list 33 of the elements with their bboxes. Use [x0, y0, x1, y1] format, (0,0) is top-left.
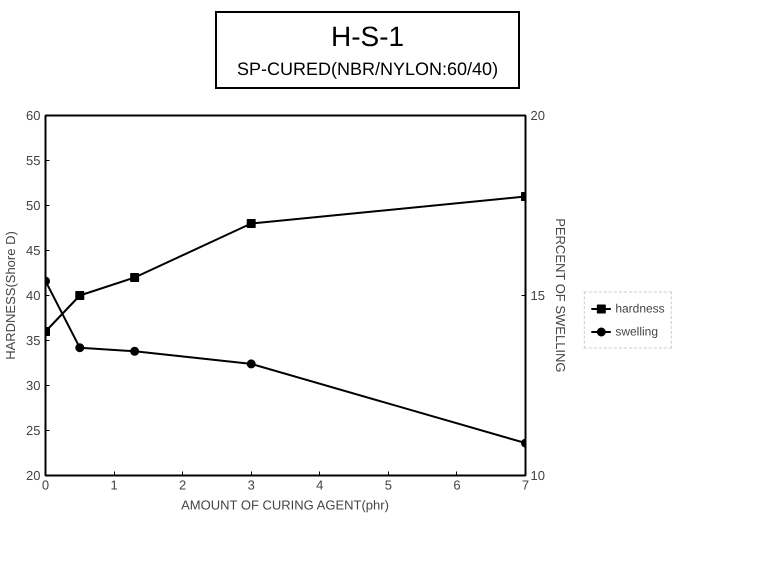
legend-label: swelling	[615, 324, 658, 338]
x-tick-label: 6	[453, 478, 461, 492]
y2-tick-label: 15	[530, 288, 545, 303]
y-tick-label: 40	[26, 288, 41, 303]
point	[130, 273, 140, 282]
x-tick-label: 1	[110, 478, 118, 492]
x-axis-title: AMOUNT OF CURING AGENT(phr)	[181, 498, 389, 512]
x-tick-label: 4	[316, 478, 324, 492]
y-tick-label: 60	[26, 108, 41, 123]
point	[75, 343, 84, 352]
y-tick-label: 20	[26, 468, 41, 483]
x-tick-label: 3	[248, 478, 255, 492]
y-tick-label: 50	[26, 198, 41, 213]
chart-subtitle: SP-CURED(NBR/NYLON:60/40)	[237, 58, 498, 81]
chart-title: H-S-1	[330, 20, 406, 54]
point	[246, 359, 256, 368]
y-tick-label: 30	[26, 378, 41, 393]
y2-tick-label: 20	[530, 108, 545, 123]
legend-label: hardness	[615, 302, 665, 316]
point	[246, 219, 256, 228]
y2-tick-label: 10	[530, 468, 545, 483]
x-tick-label: 7	[522, 478, 530, 492]
y-tick-label: 25	[26, 423, 41, 438]
y-tick-label: 45	[26, 243, 41, 258]
x-tick-label: 0	[42, 478, 50, 492]
point	[130, 346, 140, 356]
point	[75, 291, 84, 300]
y2-axis-title: PERCENT OF SWELLING	[552, 218, 568, 373]
x-tick-label: 2	[179, 478, 186, 492]
y-tick-label: 35	[26, 333, 41, 348]
y-axis-title: HARDNESS(Shore D)	[3, 231, 18, 360]
x-tick-label: 5	[384, 478, 392, 492]
y-tick-label: 55	[26, 153, 41, 168]
